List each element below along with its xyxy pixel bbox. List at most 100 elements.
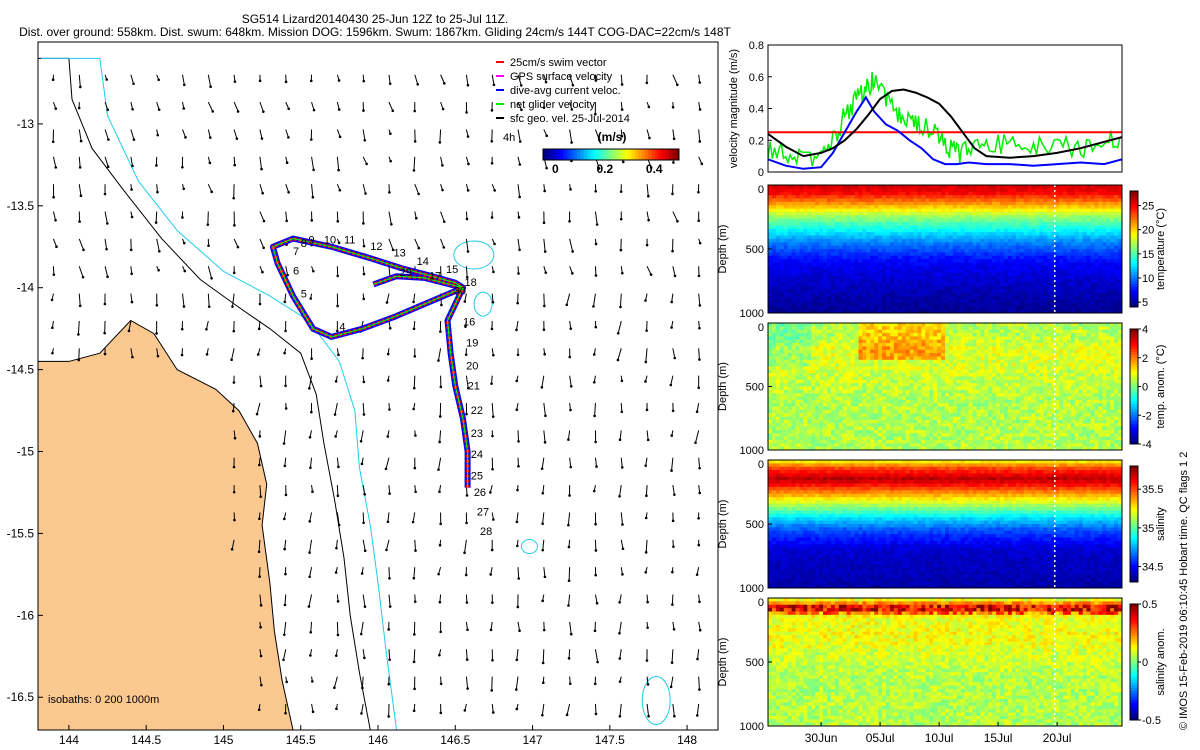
section-cell: [815, 201, 820, 206]
section-cell: [937, 302, 942, 307]
section-cell: [803, 255, 808, 260]
section-cell: [945, 228, 950, 233]
section-cell: [1114, 275, 1119, 280]
section-cell: [956, 208, 962, 213]
section-cell: [1059, 286, 1064, 291]
section-cell: [1047, 282, 1052, 287]
section-cell: [1019, 249, 1025, 253]
section-cell: [771, 363, 777, 368]
section-cell: [834, 191, 840, 196]
section-cell: [1074, 242, 1080, 247]
section-cell: [768, 289, 773, 294]
section-cell: [1027, 205, 1033, 210]
section-cell: [972, 262, 978, 267]
section-cell: [1007, 275, 1013, 280]
section-cell: [811, 289, 816, 294]
section-cell: [866, 262, 871, 267]
section-cell: [870, 225, 875, 230]
section-cell: [1106, 299, 1111, 304]
section-cell: [956, 245, 962, 250]
section-cell: [1039, 289, 1044, 294]
section-cell: [771, 296, 777, 301]
section-cell: [937, 211, 942, 216]
section-cell: [791, 386, 797, 391]
section-cell: [929, 279, 934, 284]
section-cell: [1023, 242, 1029, 247]
section-cell: [787, 383, 793, 388]
section-cell: [866, 306, 871, 311]
section-cell: [768, 443, 773, 448]
section-cell: [768, 188, 773, 193]
section-cell: [815, 191, 820, 196]
section-cell: [882, 222, 887, 227]
section-cell: [976, 232, 981, 237]
sfc-geo-arrowhead: [594, 274, 598, 277]
section-cell: [768, 413, 773, 418]
section-cell: [897, 255, 903, 260]
section-cell: [1114, 272, 1119, 277]
sfc-geo-arrowhead: [670, 661, 674, 664]
section-cell: [768, 299, 773, 304]
section-cell: [941, 292, 946, 297]
section-cell: [1011, 282, 1017, 287]
section-cell: [1043, 208, 1048, 213]
sfc-geo-arrowhead: [52, 195, 55, 199]
section-cell: [972, 195, 978, 200]
sfc-geo-arrowhead: [81, 275, 85, 279]
sfc-geo-arrowhead: [388, 577, 391, 580]
section-cell: [988, 306, 993, 311]
section-cell: [996, 252, 1001, 257]
section-cell: [925, 259, 930, 264]
section-cell: [878, 252, 883, 257]
section-cell: [909, 265, 915, 270]
section-cell: [1078, 191, 1084, 196]
sfc-geo-arrow: [465, 594, 468, 603]
section-cell: [775, 185, 781, 189]
colorbar-segment: [645, 149, 649, 160]
section-cell: [779, 286, 785, 291]
section-cell: [791, 416, 797, 421]
sfc-geo-arrowhead: [618, 438, 622, 442]
section-cell: [996, 299, 1001, 304]
section-cell: [988, 286, 993, 291]
sfc-geo-arrowhead: [106, 165, 110, 168]
section-cell: [827, 238, 832, 243]
section-cell: [968, 245, 974, 250]
sfc-geo-arrowhead: [130, 300, 134, 304]
section-cell: [1007, 249, 1013, 253]
section-cell: [972, 222, 978, 227]
section-cell: [925, 269, 930, 274]
section-cell: [783, 426, 789, 431]
sfc-geo-arrowhead: [361, 741, 364, 744]
sfc-geo-arrowhead: [103, 331, 106, 335]
section-cell: [980, 306, 985, 311]
section-cell: [827, 309, 832, 313]
section-cell: [1063, 299, 1068, 304]
section-cell: [980, 269, 985, 274]
section-cell: [1063, 205, 1068, 210]
section-cell: [1055, 235, 1060, 240]
sfc-geo-arrowhead: [492, 518, 495, 521]
section-cell: [1063, 208, 1068, 213]
section-cell: [1015, 191, 1021, 196]
section-colorbar-segment: [1130, 240, 1138, 244]
section-cell: [988, 275, 993, 280]
section-cell: [838, 191, 844, 196]
section-cell: [768, 399, 773, 404]
sfc-geo-arrowhead: [413, 140, 417, 143]
section-cell: [905, 211, 911, 216]
section-cell: [988, 309, 993, 313]
section-cell: [901, 252, 907, 257]
section-cell: [980, 249, 985, 253]
sfc-geo-arrow: [309, 539, 313, 553]
sfc-geo-arrowhead: [412, 327, 416, 331]
section-cell: [1004, 235, 1009, 240]
section-cell: [921, 259, 926, 264]
section-cell: [992, 289, 997, 294]
section-cell: [913, 282, 919, 287]
section-cell: [775, 242, 781, 247]
section-cell: [1102, 259, 1107, 264]
section-cell: [866, 286, 871, 291]
section-cell: [783, 296, 789, 301]
section-cell: [783, 218, 789, 223]
